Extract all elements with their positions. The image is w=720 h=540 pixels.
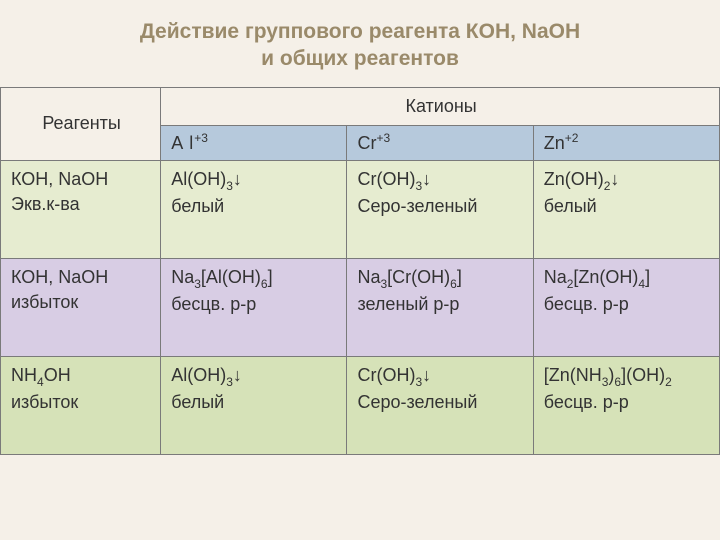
reagent-line1: КОН, NaOH <box>11 267 108 287</box>
formula-sub: 2 <box>665 375 672 389</box>
header-ion-zn: Zn+2 <box>533 125 719 160</box>
reagent-line1: КОН, NaOH <box>11 169 108 189</box>
table-row: КОН, NaOH избыток Na3[Al(OH)6] бесцв. р-… <box>1 258 720 356</box>
reagent-line2: избыток <box>11 392 78 412</box>
reaction-table-wrap: Реагенты Катионы A l+3 Cr+3 Zn+2 КОН, Na… <box>0 87 720 455</box>
formula-part: [Zn(NH <box>544 365 602 385</box>
cell-reagent: NH4OH избыток <box>1 356 161 454</box>
formula-sub: 3 <box>226 375 233 389</box>
header-cations: Катионы <box>161 87 720 125</box>
formula-sub: 6 <box>614 375 621 389</box>
slide-title: Действие группового реагента КОН, NaOH и… <box>0 0 720 87</box>
formula-sub: 6 <box>450 277 457 291</box>
reagent-line2: избыток <box>11 292 78 312</box>
ion-cr-base: Cr <box>357 133 376 153</box>
cell-note: бесцв. р-р <box>544 392 629 412</box>
formula-part: [Al(OH) <box>201 267 261 287</box>
cell-reagent: КОН, NaOH избыток <box>1 258 161 356</box>
cell-note: белый <box>171 196 224 216</box>
cell-reagent: КОН, NaOH Экв.к-ва <box>1 160 161 258</box>
header-ion-al: A l+3 <box>161 125 347 160</box>
formula-arrow: ↓ <box>610 169 619 189</box>
header-ion-cr: Cr+3 <box>347 125 533 160</box>
formula-sub: 3 <box>226 179 233 193</box>
cell-note: бесцв. р-р <box>171 294 256 314</box>
formula-part: ] <box>645 267 650 287</box>
cell-al: Al(OH)3↓ белый <box>161 356 347 454</box>
formula-sub: 3 <box>194 277 201 291</box>
formula-arrow: ↓ <box>233 365 242 385</box>
cell-zn: [Zn(NH3)6](OH)2 бесцв. р-р <box>533 356 719 454</box>
formula-part: Cr(OH) <box>357 169 415 189</box>
formula-part: ](OH) <box>621 365 665 385</box>
cell-cr: Cr(OH)3↓ Серо-зеленый <box>347 160 533 258</box>
cell-al: Al(OH)3↓ белый <box>161 160 347 258</box>
formula-part: Zn(OH) <box>544 169 604 189</box>
ion-zn-base: Zn <box>544 133 565 153</box>
cell-note: бесцв. р-р <box>544 294 629 314</box>
formula-part: ] <box>268 267 273 287</box>
title-line2: и общих реагентов <box>261 47 459 70</box>
formula-part: Na <box>544 267 567 287</box>
formula-part: Na <box>357 267 380 287</box>
cell-zn: Na2[Zn(OH)4] бесцв. р-р <box>533 258 719 356</box>
formula-sub: 2 <box>604 179 611 193</box>
cell-al: Na3[Al(OH)6] бесцв. р-р <box>161 258 347 356</box>
reagent-part: OH <box>44 365 71 385</box>
formula-sub: 3 <box>415 375 422 389</box>
header-row-1: Реагенты Катионы <box>1 87 720 125</box>
cell-note: белый <box>544 196 597 216</box>
table-row: КОН, NaOH Экв.к-ва Al(OH)3↓ белый Cr(OH)… <box>1 160 720 258</box>
formula-arrow: ↓ <box>422 169 431 189</box>
ion-al-base: A l <box>171 133 194 153</box>
formula-sub: 4 <box>638 277 645 291</box>
header-reagents: Реагенты <box>1 87 161 160</box>
ion-zn-charge: +2 <box>565 131 579 145</box>
cell-cr: Cr(OH)3↓ Серо-зеленый <box>347 356 533 454</box>
cell-note: зеленый р-р <box>357 294 459 314</box>
formula-sub: 6 <box>261 277 268 291</box>
cell-note: белый <box>171 392 224 412</box>
formula-part: [Zn(OH) <box>573 267 638 287</box>
cell-cr: Na3[Cr(OH)6] зеленый р-р <box>347 258 533 356</box>
formula-part: Cr(OH) <box>357 365 415 385</box>
formula-arrow: ↓ <box>422 365 431 385</box>
formula-sub: 3 <box>415 179 422 193</box>
formula-part: Na <box>171 267 194 287</box>
reagent-sub: 4 <box>37 375 44 389</box>
reagent-line2: Экв.к-ва <box>11 194 80 214</box>
formula-part: [Cr(OH) <box>387 267 450 287</box>
formula-part: Al(OH) <box>171 365 226 385</box>
formula-sub: 3 <box>380 277 387 291</box>
formula-part: Al(OH) <box>171 169 226 189</box>
cell-note: Серо-зеленый <box>357 392 477 412</box>
formula-arrow: ↓ <box>233 169 242 189</box>
formula-sub: 3 <box>602 375 609 389</box>
formula-part: ] <box>457 267 462 287</box>
ion-al-charge: +3 <box>194 131 208 145</box>
cell-zn: Zn(OH)2↓ белый <box>533 160 719 258</box>
reagent-part: NH <box>11 365 37 385</box>
cell-note: Серо-зеленый <box>357 196 477 216</box>
table-row: NH4OH избыток Al(OH)3↓ белый Cr(OH)3↓ Се… <box>1 356 720 454</box>
ion-cr-charge: +3 <box>376 131 390 145</box>
formula-sub: 2 <box>567 277 574 291</box>
title-line1: Действие группового реагента КОН, NaOH <box>140 20 580 43</box>
reaction-table: Реагенты Катионы A l+3 Cr+3 Zn+2 КОН, Na… <box>0 87 720 455</box>
